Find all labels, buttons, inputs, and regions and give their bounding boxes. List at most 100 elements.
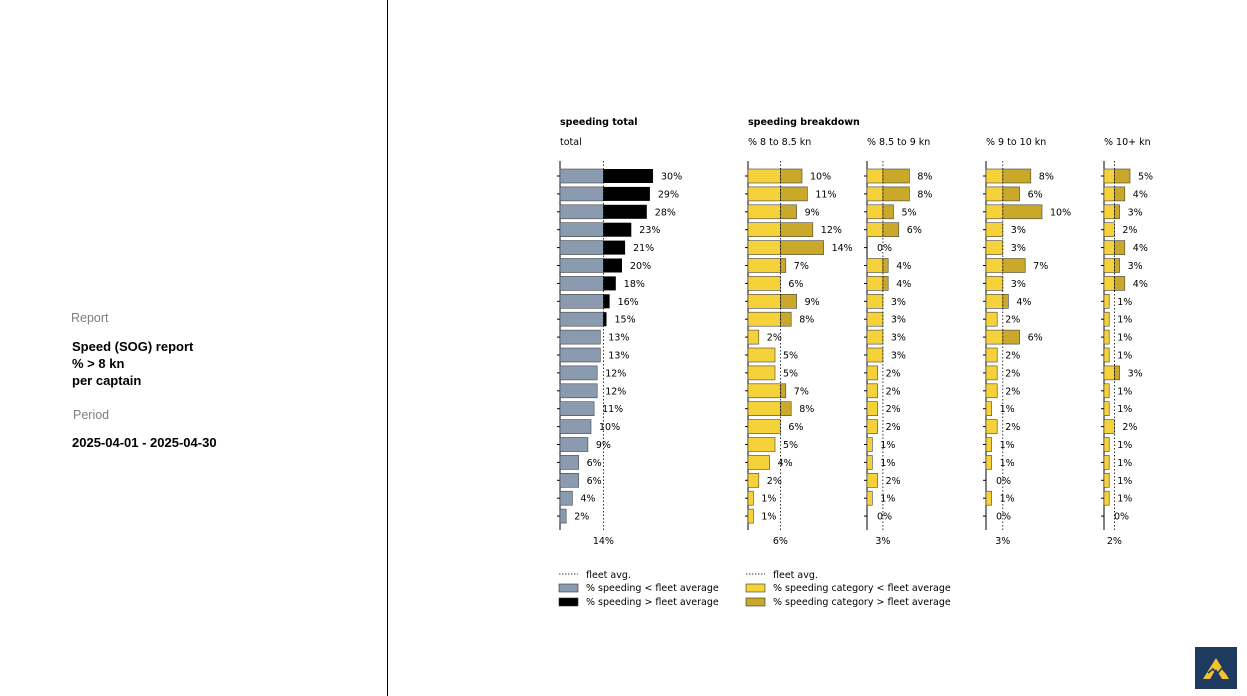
bar-above-avg	[780, 401, 792, 417]
bar-below-avg	[747, 490, 754, 506]
chart-column-title: total	[560, 137, 582, 148]
legend-total-avg-label: fleet avg.	[586, 570, 631, 581]
data-label: 2%	[886, 368, 901, 379]
sidebar: Report Speed (SOG) report % > 8 kn per c…	[0, 0, 387, 696]
data-label: 2%	[1122, 422, 1137, 433]
data-label: 5%	[783, 351, 798, 362]
data-label: 10%	[599, 422, 620, 433]
bar-above-avg	[1114, 365, 1120, 381]
data-label: 5%	[1138, 172, 1153, 183]
bar-below-avg	[747, 329, 760, 345]
data-label: 0%	[1114, 512, 1129, 523]
data-label: 0%	[877, 243, 892, 254]
bar-below-avg	[747, 258, 781, 273]
report-title-line: % > 8 kn	[72, 356, 125, 371]
data-label: 6%	[587, 476, 602, 487]
bar-below-avg	[559, 311, 604, 327]
bar-below-avg	[866, 276, 884, 291]
bar-above-avg	[603, 222, 632, 237]
bar-below-avg	[985, 490, 992, 506]
data-label: 6%	[788, 279, 803, 290]
data-label: 6%	[907, 225, 922, 236]
report-title-line: Speed (SOG) report	[72, 339, 194, 354]
bar-below-avg	[985, 186, 1004, 202]
bar-below-avg	[866, 365, 878, 381]
data-label: 8%	[799, 404, 814, 415]
bar-below-avg	[1103, 329, 1110, 345]
bar-above-avg	[882, 204, 894, 220]
bar-below-avg	[1103, 293, 1110, 309]
bar-below-avg	[985, 437, 992, 452]
bar-below-avg	[747, 240, 781, 255]
legend-total-below-label: % speeding < fleet average	[586, 583, 719, 594]
data-label: 12%	[605, 368, 626, 379]
data-label: 30%	[661, 172, 682, 183]
data-label: 1%	[880, 458, 895, 469]
data-label: 1%	[1117, 476, 1132, 487]
data-label: 8%	[1039, 172, 1054, 183]
data-label: 1%	[1117, 440, 1132, 451]
bar-above-avg	[1002, 204, 1043, 220]
data-label: 1%	[1117, 386, 1132, 397]
data-label: 10%	[810, 172, 831, 183]
bar-below-avg	[747, 508, 754, 524]
data-label: 1%	[1000, 494, 1015, 505]
data-label: 8%	[917, 189, 932, 200]
legend-total-above-swatch	[558, 597, 579, 607]
bar-below-avg	[747, 437, 776, 452]
data-label: 7%	[1033, 261, 1048, 272]
data-label: 16%	[618, 297, 639, 308]
chart-column-title: % 9 to 10 kn	[986, 137, 1046, 148]
data-label: 6%	[1028, 333, 1043, 344]
data-label: 5%	[902, 207, 917, 218]
data-label: 4%	[896, 279, 911, 290]
bar-above-avg	[603, 240, 626, 255]
data-label: 3%	[1011, 243, 1026, 254]
bar-below-avg	[747, 168, 781, 184]
period-value: 2025-04-01 - 2025-04-30	[72, 435, 217, 450]
data-label: 3%	[1011, 225, 1026, 236]
bar-below-avg	[559, 437, 589, 452]
bar-below-avg	[866, 204, 884, 220]
bar-below-avg	[559, 276, 604, 291]
bar-above-avg	[780, 258, 787, 273]
data-label: 12%	[821, 225, 842, 236]
bar-below-avg	[1103, 365, 1115, 381]
chart-column-title: % 8.5 to 9 kn	[867, 137, 930, 148]
bar-above-avg	[882, 186, 910, 202]
bar-below-avg	[866, 347, 884, 363]
bar-below-avg	[866, 329, 884, 345]
data-label: 6%	[587, 458, 602, 469]
data-label: 4%	[778, 458, 793, 469]
bar-below-avg	[985, 204, 1004, 220]
data-label: 4%	[1133, 243, 1148, 254]
bar-below-avg	[1103, 455, 1110, 470]
bar-below-avg	[985, 365, 998, 381]
bar-above-avg	[1114, 168, 1131, 184]
legend-category-avg-label: fleet avg.	[773, 570, 818, 581]
bar-above-avg	[780, 383, 787, 399]
bar-below-avg	[866, 472, 878, 488]
data-label: 2%	[886, 422, 901, 433]
bar-below-avg	[866, 490, 873, 506]
bar-below-avg	[747, 383, 781, 399]
data-label: 2%	[767, 333, 782, 344]
data-label: 7%	[794, 261, 809, 272]
bar-below-avg	[985, 383, 998, 399]
data-label: 3%	[1128, 207, 1143, 218]
bar-below-avg	[747, 401, 781, 417]
bar-above-avg	[1002, 258, 1026, 273]
data-label: 0%	[877, 512, 892, 523]
data-label: 7%	[794, 386, 809, 397]
data-label: 4%	[580, 494, 595, 505]
bar-above-avg	[603, 294, 610, 309]
data-label: 0%	[996, 476, 1011, 487]
bar-below-avg	[747, 276, 781, 291]
data-label: 2%	[886, 386, 901, 397]
bar-below-avg	[559, 186, 604, 202]
bar-above-avg	[882, 222, 900, 237]
data-label: 13%	[608, 333, 629, 344]
legend-total-above-label: % speeding > fleet average	[586, 597, 719, 608]
bar-above-avg	[1114, 186, 1126, 202]
bar-below-avg	[1103, 419, 1115, 434]
